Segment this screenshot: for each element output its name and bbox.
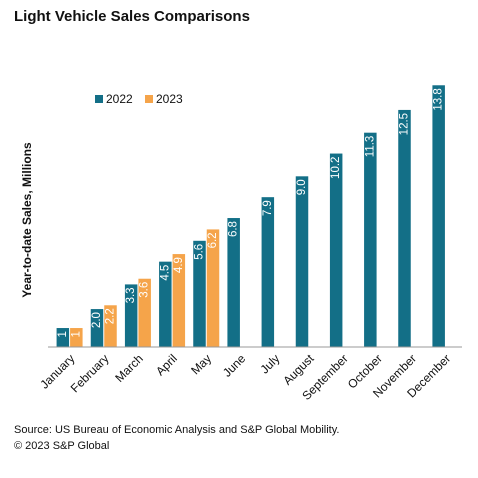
data-label: 9.0 (296, 179, 308, 195)
data-label: 2.0 (91, 312, 103, 328)
legend-swatch (95, 95, 103, 103)
x-tick-label: June (220, 351, 249, 380)
bar (432, 85, 445, 347)
data-label: 1 (70, 331, 82, 337)
data-label: 12.5 (399, 113, 411, 135)
bar (70, 328, 83, 347)
bar (398, 109, 411, 348)
data-label: 11.3 (364, 136, 376, 158)
x-tick-label: May (188, 351, 214, 377)
bar (90, 309, 104, 347)
x-tick-label: March (112, 351, 145, 384)
x-tick-label: July (257, 351, 282, 376)
legend-label: 2023 (156, 92, 183, 106)
data-label: 3.6 (139, 282, 151, 298)
legend-label: 2022 (106, 92, 133, 106)
bar (193, 240, 206, 347)
bar (104, 305, 117, 347)
legend-swatch (145, 95, 153, 103)
copyright-note: © 2023 S&P Global (14, 440, 109, 452)
bar (227, 218, 240, 347)
bar (364, 132, 377, 347)
data-label: 3.3 (125, 287, 137, 303)
chart-title: Light Vehicle Sales Comparisons (14, 8, 250, 25)
bar (329, 153, 343, 347)
bar (206, 229, 220, 347)
data-label: 2.2 (105, 308, 117, 324)
data-label: 4.9 (173, 257, 185, 273)
data-label: 1 (57, 331, 69, 337)
bar (159, 261, 172, 347)
data-label: 4.5 (159, 265, 171, 281)
data-label: 6.8 (228, 221, 240, 237)
bar (295, 176, 309, 347)
bar (172, 254, 186, 347)
source-note: Source: US Bureau of Economic Analysis a… (14, 424, 339, 436)
bar (138, 278, 151, 347)
data-label: 7.9 (262, 200, 274, 216)
bar (261, 197, 275, 347)
data-label: 5.6 (194, 244, 206, 260)
bar (56, 328, 70, 347)
y-axis-label: Year-to-date Sales, Millions (20, 142, 34, 298)
data-label: 13.8 (433, 88, 445, 110)
data-label: 6.2 (207, 232, 219, 248)
bar (124, 284, 138, 347)
data-label: 10.2 (330, 157, 342, 179)
x-tick-label: April (153, 351, 180, 378)
x-tick-label: February (68, 351, 112, 395)
